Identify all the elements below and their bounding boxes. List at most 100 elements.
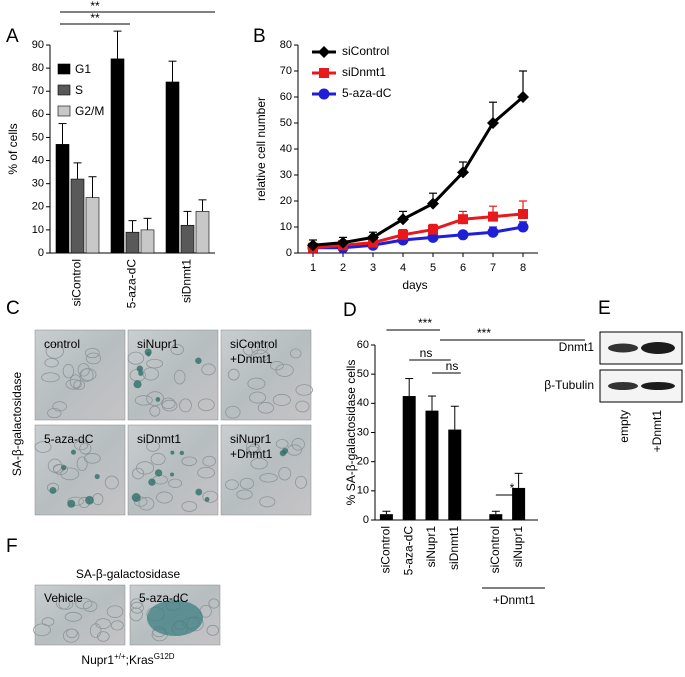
cell — [250, 349, 269, 363]
x-tick-label: 2 — [340, 262, 346, 274]
cell — [225, 405, 241, 419]
caption-part: G12D — [154, 652, 175, 661]
lane-label: +Dnmt1 — [650, 410, 664, 453]
marker — [318, 88, 330, 100]
y-tick-label: 10 — [280, 221, 292, 233]
legend-label: siControl — [342, 44, 389, 58]
cell — [156, 491, 173, 504]
error-bar — [183, 210, 192, 226]
legend-swatch — [57, 84, 71, 96]
bar — [125, 231, 140, 254]
cell — [106, 605, 124, 618]
marker — [517, 221, 529, 233]
cell — [130, 598, 143, 609]
error-bar — [450, 405, 459, 430]
caption-part: Nupr1 — [81, 653, 114, 667]
marker — [397, 213, 409, 226]
y-tick-label: 60 — [32, 108, 44, 120]
stain — [61, 465, 67, 471]
stain — [155, 397, 161, 402]
stain — [138, 370, 144, 376]
cell — [34, 441, 52, 453]
cell — [134, 395, 153, 406]
marker — [319, 68, 329, 78]
cell — [127, 351, 145, 365]
panel-letter: A — [6, 26, 19, 47]
cell — [208, 598, 220, 609]
cell — [236, 489, 253, 500]
cell — [129, 607, 143, 622]
cell — [270, 361, 284, 371]
x-tick-label: siDnmt1 — [180, 259, 194, 303]
stain — [148, 478, 156, 486]
cell — [259, 473, 278, 483]
cell — [64, 611, 82, 622]
y-tick-label: 20 — [32, 201, 44, 213]
tile-label: 5-aza-dC — [44, 432, 94, 446]
legend-label: G1 — [75, 62, 91, 76]
cell — [206, 624, 220, 636]
cell — [181, 456, 197, 467]
stain-patch — [147, 600, 203, 636]
tile-label: control — [44, 337, 80, 351]
cell — [197, 398, 215, 412]
legend-label: siDnmt1 — [342, 65, 386, 79]
marker — [488, 211, 498, 222]
bar — [165, 81, 180, 254]
x-tick-label: 4 — [400, 262, 406, 274]
y-tick-label: 0 — [38, 247, 44, 259]
significance-label: ** — [90, 0, 100, 13]
tile-label: Vehicle — [44, 591, 83, 605]
cell — [33, 623, 51, 637]
cell — [257, 402, 275, 414]
cell — [67, 496, 84, 506]
cell — [79, 442, 92, 455]
cell — [84, 347, 100, 359]
cell — [76, 456, 88, 472]
y-tick-label: 90 — [32, 39, 44, 51]
y-tick-label: 20 — [357, 456, 369, 468]
error-bar — [58, 123, 67, 145]
cell — [133, 496, 148, 507]
bar — [402, 396, 416, 520]
x-tick-label: siDnmt1 — [447, 526, 461, 570]
cell — [202, 490, 219, 503]
micrograph — [34, 584, 126, 646]
marker — [487, 226, 499, 238]
legend-label: 5-aza-dC — [342, 86, 392, 100]
marker — [487, 117, 499, 129]
y-axis-label: % of cells — [6, 123, 20, 174]
error-bar — [198, 199, 207, 212]
cell — [146, 358, 163, 369]
cell — [149, 405, 161, 417]
stain — [282, 448, 289, 454]
bar — [85, 197, 100, 254]
cell — [201, 363, 216, 376]
y-tick-label: 70 — [32, 85, 44, 97]
panel-letter: F — [6, 536, 18, 557]
cell — [44, 358, 59, 368]
cell — [132, 467, 145, 480]
legend-swatch — [57, 63, 71, 75]
cell — [181, 501, 198, 512]
legend-label: S — [75, 83, 83, 97]
cell — [146, 440, 160, 452]
cell — [295, 400, 310, 413]
bar — [425, 410, 439, 520]
y-tick-label: 30 — [357, 426, 369, 438]
cell — [69, 374, 82, 389]
micrograph — [220, 424, 312, 516]
cell — [110, 620, 124, 631]
tile-label: siNupr1 — [230, 432, 272, 446]
cell — [249, 391, 267, 404]
y-tick-label: 80 — [280, 39, 292, 51]
side-label: SA-β-galactosidase — [10, 372, 24, 477]
cell — [227, 368, 240, 381]
cell — [150, 452, 166, 466]
y-tick-label: 50 — [280, 117, 292, 129]
marker — [517, 91, 529, 103]
cell — [179, 398, 192, 413]
bar — [140, 229, 155, 254]
x-tick-label: siControl — [379, 526, 393, 573]
